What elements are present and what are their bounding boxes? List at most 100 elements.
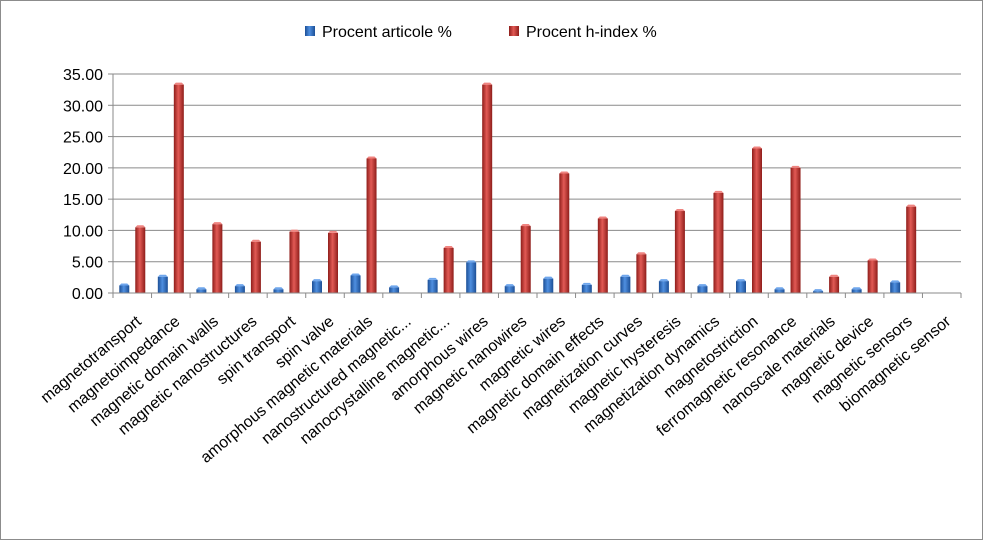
bar (851, 287, 862, 293)
bar-top (851, 287, 862, 290)
bar-body (790, 167, 801, 293)
bar-top (234, 284, 245, 287)
bar-top (790, 165, 801, 168)
bar-body (520, 226, 531, 293)
bar-body (328, 232, 338, 293)
bar-top (427, 277, 438, 280)
bar-body (736, 281, 746, 293)
bar-top (658, 279, 669, 282)
bar (273, 287, 284, 293)
bar (697, 284, 708, 293)
bar-top (867, 258, 878, 261)
bar-body (813, 291, 824, 293)
bar-body (674, 211, 685, 293)
bar (543, 276, 554, 293)
bar-body (273, 289, 284, 293)
bar-body (312, 281, 322, 293)
bar-body (620, 276, 631, 293)
bars (119, 82, 917, 293)
bar-body (906, 206, 917, 293)
legend-swatch (509, 26, 519, 36)
bar (674, 209, 685, 293)
bar-body (867, 260, 878, 293)
bar (829, 274, 840, 293)
bar-body (482, 84, 493, 293)
bar (813, 289, 824, 293)
y-tick-label: 10.00 (63, 223, 103, 240)
bar-body (713, 192, 724, 293)
legend: Procent articole % Procent h-index % (305, 24, 657, 41)
bar (906, 204, 917, 293)
bar-top (890, 280, 901, 283)
bar-top (443, 245, 454, 248)
bar-top (312, 279, 322, 282)
bar-top (366, 156, 377, 159)
bar-top (813, 289, 824, 292)
bar-top (389, 285, 400, 288)
bar-top (328, 230, 338, 233)
bar-body (543, 278, 554, 293)
bar-body (119, 285, 130, 293)
bar (559, 171, 570, 293)
bar-top (597, 216, 608, 219)
bar (312, 279, 322, 293)
bar-top (774, 287, 785, 290)
bar-top (250, 239, 261, 242)
bar-top (636, 252, 647, 255)
bar-top (173, 82, 184, 85)
bar-body (636, 254, 647, 293)
bar-top (212, 222, 223, 225)
y-tick-label: 5.00 (72, 255, 103, 272)
legend-item: Procent articole % (305, 24, 452, 41)
bar (774, 287, 785, 293)
bar (443, 245, 454, 293)
bar-top (829, 274, 840, 277)
bar (135, 225, 146, 293)
bar-top (350, 273, 361, 276)
bar-top (674, 209, 685, 212)
bar (157, 274, 168, 293)
bar (790, 165, 801, 293)
x-axis: magnetotransportmagnetoimpedancemagnetic… (38, 292, 962, 467)
y-tick-label: 20.00 (63, 161, 103, 178)
bar-body (752, 148, 762, 293)
bar (366, 156, 377, 293)
bar (427, 277, 438, 293)
bar-top (119, 283, 130, 286)
legend-label: Procent h-index % (526, 24, 657, 41)
bar (713, 190, 724, 293)
bar-body (212, 224, 223, 293)
bar-body (466, 262, 477, 293)
bar (890, 280, 901, 293)
bar-body (658, 281, 669, 293)
bar-body (774, 289, 785, 293)
bar-body (697, 286, 708, 293)
y-tick-label: 35.00 (63, 67, 103, 84)
bar (212, 222, 223, 293)
bar (328, 230, 338, 293)
bar (504, 284, 515, 293)
bar-top (697, 284, 708, 287)
bar-top (559, 171, 570, 174)
bar-body (196, 289, 207, 293)
bar (752, 146, 762, 293)
legend-item: Procent h-index % (509, 24, 657, 41)
y-tick-label: 25.00 (63, 130, 103, 147)
bar (389, 285, 400, 293)
bar (234, 284, 245, 293)
bar-body (366, 158, 377, 293)
bar-top (135, 225, 146, 228)
bar (173, 82, 184, 293)
y-tick-label: 0.00 (72, 286, 103, 303)
bar (597, 216, 608, 293)
bar-body (851, 289, 862, 293)
gridlines (113, 73, 961, 294)
bar-top (543, 276, 554, 279)
bar-body (597, 218, 608, 293)
bar-body (890, 282, 901, 293)
bar-top (157, 274, 168, 277)
bar (196, 287, 207, 293)
bar (736, 279, 746, 293)
